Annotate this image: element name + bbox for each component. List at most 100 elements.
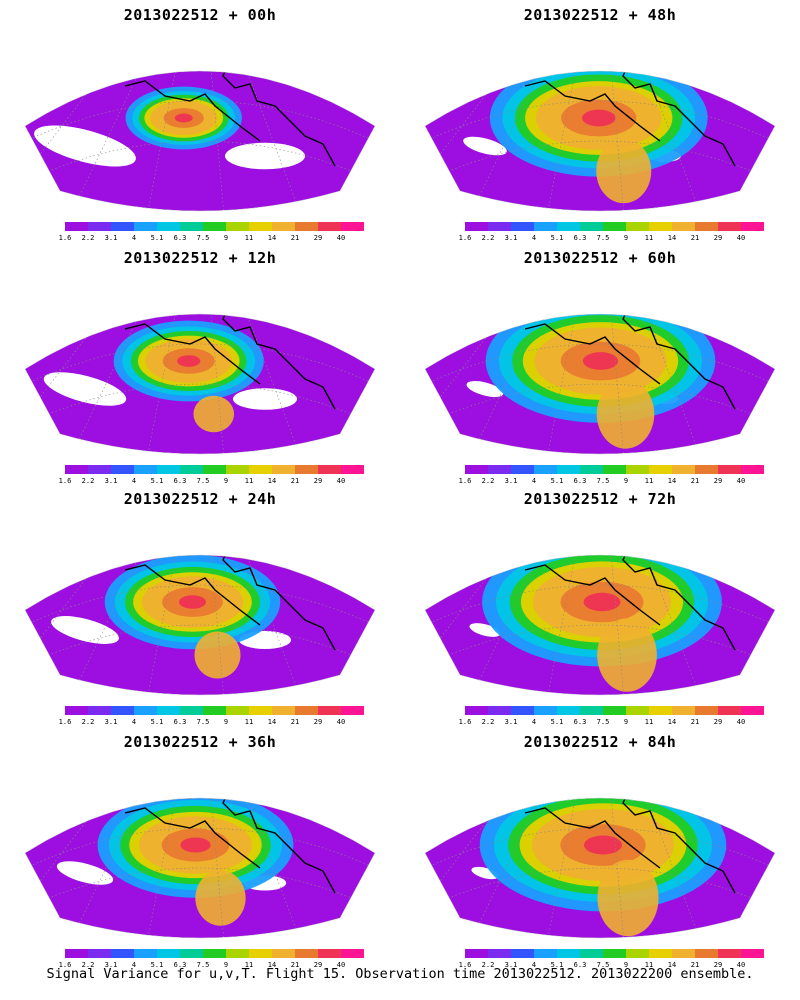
colorbar-tick-label: 29 [713, 477, 723, 485]
coastline [635, 274, 677, 307]
colorbar-tick-label: 9 [623, 718, 629, 726]
variance-map [24, 70, 376, 212]
colorbar-tick-label: 3.1 [104, 234, 118, 242]
colorbar-swatch [465, 222, 488, 231]
colorbar-tick-label: 5.1 [150, 718, 164, 726]
coastline [235, 758, 277, 791]
graticule-line [599, 798, 706, 938]
variance-contour [177, 355, 201, 367]
colorbar-swatch [295, 949, 318, 958]
colorbar-swatch [718, 465, 741, 474]
colorbar-labels: 1.6 2.2 3.1 4 5.1 6.3 7.5 9 11 14 21 29 40 [59, 477, 365, 487]
panel-title: 2013022512 + 84h [523, 733, 677, 751]
colorbar-swatch [649, 222, 672, 231]
low-variance-area [51, 616, 119, 644]
graticule-line [199, 314, 226, 454]
graticule-line [199, 314, 306, 454]
colorbar-swatch [111, 465, 134, 474]
colorbar-labels: 1.6 2.2 3.1 4 5.1 6.3 7.5 9 11 14 21 29 40 [459, 718, 765, 728]
graticule-line [25, 827, 375, 874]
map-border [24, 313, 376, 455]
colorbar-swatch [180, 949, 203, 958]
colorbar-swatch [672, 706, 695, 715]
colorbar-swatch [88, 949, 111, 958]
colorbar-swatch [249, 706, 272, 715]
colorbar-tick-label: 9 [223, 234, 229, 242]
colorbar-swatch [488, 222, 511, 231]
colorbar-swatch [511, 465, 534, 474]
variance-contour [596, 379, 655, 449]
variance-map [24, 313, 376, 455]
graticule-line [425, 343, 775, 390]
colorbar-swatch [649, 465, 672, 474]
colorbar-swatch [626, 465, 649, 474]
coastline [524, 807, 661, 869]
colorbar-swatch [718, 949, 741, 958]
colorbar-swatch [203, 222, 226, 231]
colorbar-swatch [488, 949, 511, 958]
variance-map [424, 70, 776, 212]
graticule-line [425, 867, 775, 914]
map-border [424, 313, 776, 455]
colorbar-tick-label: 4 [531, 477, 537, 485]
colorbar-swatch [557, 465, 580, 474]
graticule-line [599, 798, 626, 938]
colorbar-tick-label: 4 [131, 961, 137, 969]
graticule-line [199, 798, 226, 938]
colorbar-tick-label: 14 [267, 234, 277, 242]
colorbar-swatch [695, 706, 718, 715]
colorbar-tick-label: 4 [131, 718, 137, 726]
colorbar-swatch [226, 949, 249, 958]
colorbar-tick-label: 7.5 [196, 477, 210, 485]
coastline [124, 80, 261, 142]
forecast-panel-60h: 2013022512 + 60h 1.6 2.2 3.1 4 5.1 6.3 7.5 9 11 1… [405, 243, 795, 485]
colorbar-tick-label: 3.1 [104, 477, 118, 485]
colorbar-tick-label: 29 [713, 961, 723, 969]
forecast-panel-72h: 2013022512 + 72h 1.6 2.2 3.1 4 5.1 6.3 7.5 9 11 1… [405, 484, 795, 726]
colorbar-tick-label: 1.6 [458, 961, 472, 969]
colorbar-swatch [534, 465, 557, 474]
graticule-line [599, 314, 706, 454]
colorbar [465, 222, 764, 231]
colorbar-swatch [157, 222, 180, 231]
colorbar-swatch [465, 949, 488, 958]
colorbar-labels: 1.6 2.2 3.1 4 5.1 6.3 7.5 9 11 14 21 29 40 [459, 234, 765, 244]
low-variance-area [233, 388, 297, 410]
coastline [219, 555, 336, 651]
colorbar-tick-label: 6.3 [573, 718, 587, 726]
colorbar-swatch [249, 465, 272, 474]
colorbar-tick-label: 3.1 [504, 961, 518, 969]
colorbar-tick-label: 14 [667, 234, 677, 242]
colorbar-tick-label: 5.1 [550, 234, 564, 242]
colorbar-swatch [741, 949, 764, 958]
panel-title: 2013022512 + 72h [523, 490, 677, 508]
colorbar-tick-label: 21 [290, 961, 300, 969]
colorbar-labels: 1.6 2.2 3.1 4 5.1 6.3 7.5 9 11 14 21 29 40 [459, 961, 765, 971]
colorbar-tick-label: 9 [623, 234, 629, 242]
colorbar-swatch [603, 949, 626, 958]
colorbar-swatch [741, 222, 764, 231]
forecast-panel-12h: 2013022512 + 12h 1.6 2.2 3.1 4 5.1 6.3 7.5 9 11 1… [5, 243, 395, 485]
colorbar-tick-label: 5.1 [150, 477, 164, 485]
colorbar-swatch [341, 706, 364, 715]
forecast-panel-00h: 2013022512 + 00h 1.6 2.2 3.1 4 5.1 6.3 7.5 9 11 1… [5, 0, 395, 242]
graticule-line [425, 624, 775, 671]
colorbar-tick-label: 4 [531, 961, 537, 969]
colorbar-tick-label: 2.2 [481, 477, 495, 485]
panel-title: 2013022512 + 48h [523, 6, 677, 24]
colorbar-swatch [157, 706, 180, 715]
colorbar-tick-label: 21 [290, 234, 300, 242]
map-field [425, 798, 775, 938]
map-field [425, 274, 775, 454]
colorbar-swatch [465, 706, 488, 715]
colorbar-swatch [226, 706, 249, 715]
forecast-panel-48h: 2013022512 + 48h 1.6 2.2 3.1 4 5.1 6.3 7.5 9 11 1… [405, 0, 795, 242]
coastline [235, 515, 277, 548]
colorbar-tick-label: 6.3 [173, 477, 187, 485]
colorbar-swatch [65, 222, 88, 231]
colorbar-swatch [626, 949, 649, 958]
colorbar-swatch [180, 706, 203, 715]
colorbar-tick-label: 5.1 [550, 718, 564, 726]
colorbar-tick-label: 1.6 [458, 234, 472, 242]
coastline [219, 314, 336, 410]
